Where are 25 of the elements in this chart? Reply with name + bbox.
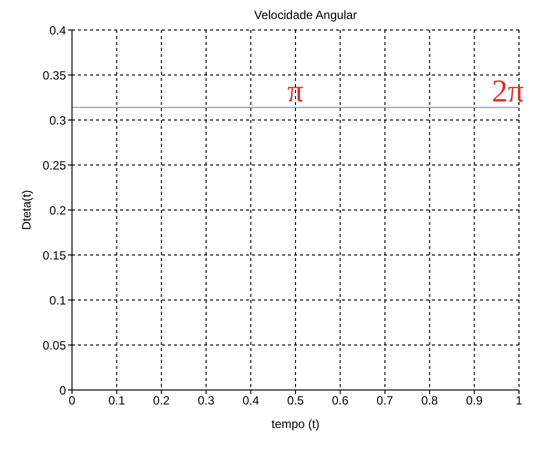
x-tick-label: 0.6: [332, 394, 349, 408]
x-tick-label: 0.8: [421, 394, 438, 408]
y-tick-label: 0.4: [49, 23, 66, 38]
x-tick-label: 1: [516, 394, 523, 408]
y-tick-label: 0: [59, 383, 66, 398]
x-tick-label: 0.1: [108, 394, 126, 408]
x-tick-label: 0.2: [153, 394, 170, 408]
y-tick-label: 0.15: [42, 248, 66, 262]
y-tick-label: 0.35: [42, 68, 66, 82]
x-tick-label: 0.7: [376, 394, 394, 408]
x-tick-label: 0: [68, 394, 76, 408]
x-tick-label: 0.3: [198, 394, 215, 408]
y-tick-label: 0.2: [49, 203, 66, 218]
y-tick-label: 0.05: [42, 338, 66, 352]
y-tick-label: 0.25: [42, 158, 66, 172]
y-tick-label: 0.3: [49, 113, 66, 128]
x-tick-label: 0.5: [287, 394, 304, 408]
chart-title: Velocidade Angular: [253, 8, 358, 22]
x-tick-label: 0.4: [242, 394, 260, 408]
y-tick-label: 0.1: [49, 293, 66, 308]
x-axis-title: tempo (t): [271, 417, 320, 431]
x-tick-label: 0.9: [466, 394, 483, 408]
annotation: π: [287, 72, 304, 108]
annotation: 2π: [492, 72, 524, 108]
y-axis-title: Dteta(t): [19, 190, 34, 230]
